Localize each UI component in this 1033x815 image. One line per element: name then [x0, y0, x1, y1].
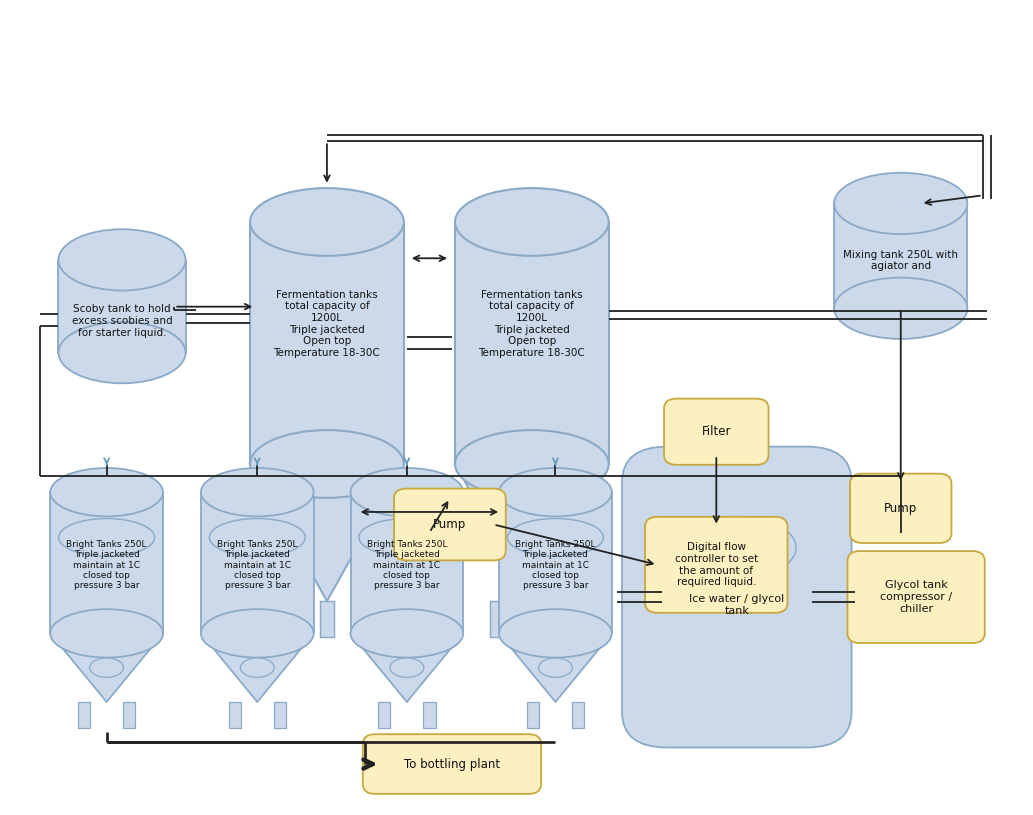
- Polygon shape: [320, 601, 334, 637]
- Polygon shape: [51, 492, 163, 633]
- Text: Fermentation tanks
total capacity of
1200L
Triple jacketed
Open top
Temperature : Fermentation tanks total capacity of 120…: [478, 289, 586, 358]
- Ellipse shape: [499, 609, 612, 658]
- FancyBboxPatch shape: [394, 488, 506, 561]
- Text: Fermentation tanks
total capacity of
1200L
Triple jacketed
Open top
Temperature : Fermentation tanks total capacity of 120…: [274, 289, 380, 358]
- Polygon shape: [490, 601, 504, 637]
- Ellipse shape: [241, 658, 274, 677]
- Ellipse shape: [90, 658, 124, 677]
- Polygon shape: [378, 702, 390, 728]
- Ellipse shape: [507, 518, 603, 556]
- Text: Scoby tank to hold
excess scobies and
for starter liquid.: Scoby tank to hold excess scobies and fo…: [71, 305, 173, 337]
- FancyBboxPatch shape: [622, 447, 851, 747]
- Ellipse shape: [455, 430, 608, 498]
- Polygon shape: [572, 702, 584, 728]
- Text: Bright Tanks 250L
Triple jacketed
maintain at 1C
closed top
pressure 3 bar: Bright Tanks 250L Triple jacketed mainta…: [66, 540, 147, 590]
- Polygon shape: [274, 702, 286, 728]
- Ellipse shape: [678, 517, 796, 579]
- Polygon shape: [424, 702, 436, 728]
- Text: Digital flow
controller to set
the amount of
required liquid.: Digital flow controller to set the amoun…: [675, 543, 758, 587]
- Polygon shape: [77, 702, 90, 728]
- Ellipse shape: [59, 322, 186, 383]
- Ellipse shape: [59, 229, 186, 290]
- Ellipse shape: [200, 609, 314, 658]
- Polygon shape: [455, 464, 608, 601]
- Text: Bright Tanks 250L
Triple jacketed
maintain at 1C
closed top
pressure 3 bar: Bright Tanks 250L Triple jacketed mainta…: [217, 540, 298, 590]
- Polygon shape: [499, 492, 612, 633]
- Text: Filter: Filter: [701, 425, 731, 438]
- Polygon shape: [527, 702, 539, 728]
- Ellipse shape: [250, 188, 404, 256]
- Polygon shape: [350, 492, 463, 633]
- Text: Ice water / glycol
tank: Ice water / glycol tank: [689, 594, 784, 616]
- Polygon shape: [123, 702, 135, 728]
- Polygon shape: [350, 633, 463, 702]
- Ellipse shape: [350, 609, 463, 658]
- Polygon shape: [354, 601, 369, 637]
- Ellipse shape: [210, 518, 305, 556]
- Polygon shape: [250, 464, 404, 601]
- Ellipse shape: [250, 430, 404, 498]
- FancyBboxPatch shape: [847, 551, 984, 643]
- Ellipse shape: [59, 518, 155, 556]
- Ellipse shape: [455, 188, 608, 256]
- Polygon shape: [559, 601, 573, 637]
- Text: Pump: Pump: [884, 502, 917, 515]
- FancyBboxPatch shape: [363, 734, 541, 794]
- Polygon shape: [51, 633, 163, 702]
- Polygon shape: [250, 222, 404, 464]
- Ellipse shape: [389, 658, 424, 677]
- Polygon shape: [285, 601, 300, 637]
- Polygon shape: [228, 702, 241, 728]
- Ellipse shape: [499, 468, 612, 517]
- Polygon shape: [200, 492, 314, 633]
- Polygon shape: [834, 204, 967, 308]
- Polygon shape: [200, 633, 314, 702]
- Ellipse shape: [538, 658, 572, 677]
- Polygon shape: [59, 260, 186, 353]
- Ellipse shape: [834, 278, 967, 339]
- Ellipse shape: [51, 609, 163, 658]
- Polygon shape: [455, 222, 608, 464]
- Polygon shape: [525, 601, 539, 637]
- Text: Glycol tank
compressor /
chiller: Glycol tank compressor / chiller: [880, 580, 952, 614]
- Ellipse shape: [200, 468, 314, 517]
- Text: Pump: Pump: [433, 518, 467, 531]
- Ellipse shape: [51, 468, 163, 517]
- Ellipse shape: [350, 468, 463, 517]
- Text: Bright Tanks 250L
Triple jacketed
maintain at 1C
closed top
pressure 3 bar: Bright Tanks 250L Triple jacketed mainta…: [367, 540, 447, 590]
- Ellipse shape: [834, 173, 967, 234]
- FancyBboxPatch shape: [850, 474, 951, 543]
- Text: Mixing tank 250L with
agiator and: Mixing tank 250L with agiator and: [843, 249, 959, 271]
- FancyBboxPatch shape: [645, 517, 787, 613]
- Text: Bright Tanks 250L
Triple jacketed
maintain at 1C
closed top
pressure 3 bar: Bright Tanks 250L Triple jacketed mainta…: [515, 540, 596, 590]
- Ellipse shape: [358, 518, 455, 556]
- Text: To bottling plant: To bottling plant: [404, 758, 500, 770]
- Polygon shape: [499, 633, 612, 702]
- FancyBboxPatch shape: [664, 399, 769, 465]
